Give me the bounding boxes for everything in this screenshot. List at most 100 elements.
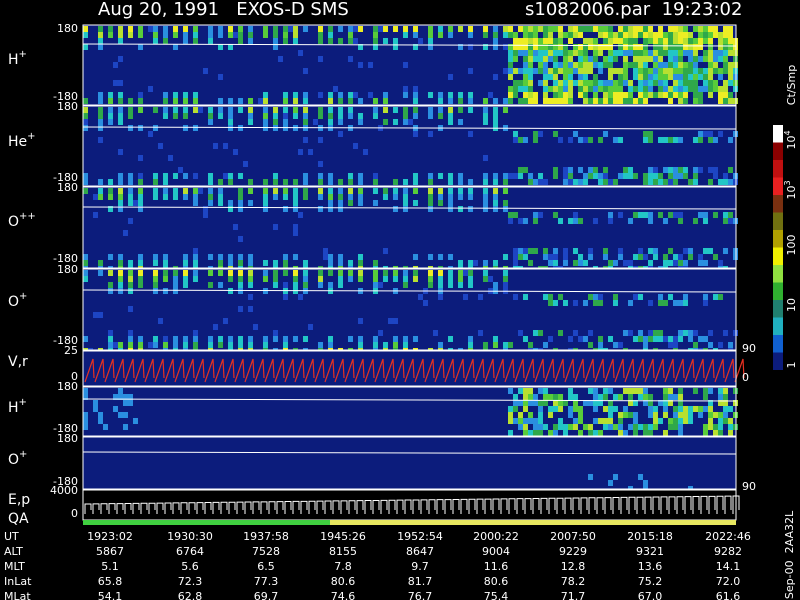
spectrogram-cell <box>508 44 513 50</box>
spectrogram-cell <box>553 406 558 412</box>
spectrogram-cell <box>483 26 488 32</box>
spectrogram-cell <box>653 330 658 336</box>
spectrogram-cell <box>543 68 548 74</box>
spectrogram-cell <box>683 173 688 179</box>
velocity-trace <box>464 358 475 383</box>
spectrogram-cell <box>503 270 508 276</box>
spectrogram-cell <box>568 394 573 400</box>
spectrogram-cell <box>618 98 623 104</box>
spectrogram-cell <box>218 26 223 32</box>
spectrogram-cell <box>638 62 643 68</box>
spectrogram-cell <box>598 137 603 143</box>
spectrogram-cell <box>723 388 728 394</box>
spectrogram-cell <box>638 26 643 32</box>
spectrogram-cell <box>618 212 623 218</box>
spectrogram-cell <box>483 276 488 282</box>
spectrogram-cell <box>448 107 453 113</box>
spectrogram-cell <box>653 62 658 68</box>
spectrogram-cell <box>138 98 143 104</box>
spectrogram-cell <box>93 406 98 412</box>
spectrogram-cell <box>543 98 548 104</box>
spectrogram-cell <box>563 56 568 62</box>
spectrogram-cell <box>603 26 608 32</box>
spectrogram-cell <box>673 50 678 56</box>
spectrogram-cell <box>163 38 168 44</box>
spectrogram-cell <box>593 50 598 56</box>
spectrogram-cell <box>583 56 588 62</box>
spectrogram-cell <box>618 137 623 143</box>
spectrogram-cell <box>273 188 278 194</box>
spectrogram-cell <box>553 131 558 137</box>
spectrogram-cell <box>228 113 233 119</box>
spectrogram-cell <box>698 412 703 418</box>
spectrogram-cell <box>563 167 568 173</box>
spectrogram-cell <box>413 254 418 260</box>
spectrogram-cell <box>673 80 678 86</box>
table-cell: 67.0 <box>638 590 663 600</box>
spectrogram-cell <box>538 131 543 137</box>
spectrogram-cell <box>293 92 298 98</box>
spectrogram-cell <box>228 179 233 185</box>
spectrogram-cell <box>493 188 498 194</box>
spectrogram-cell <box>208 270 213 276</box>
spectrogram-cell <box>383 194 388 200</box>
panel-background <box>83 106 736 186</box>
spectrogram-cell <box>413 173 418 179</box>
spectrogram-cell <box>523 400 528 406</box>
spectrogram-cell <box>288 26 293 32</box>
spectrogram-cell <box>628 80 633 86</box>
spectrogram-cell <box>263 92 268 98</box>
energy-step <box>388 499 396 514</box>
reference-line <box>82 398 737 402</box>
spectrogram-cell <box>118 276 123 282</box>
spectrogram-cell <box>663 38 668 44</box>
spectrogram-cell <box>618 32 623 38</box>
spectrogram-cell <box>108 336 113 342</box>
spectrogram-cell <box>568 336 573 342</box>
spectrogram-cell <box>483 44 488 50</box>
spectrogram-cell <box>283 32 288 38</box>
spectrogram-cell <box>718 32 723 38</box>
spectrogram-cell <box>633 294 638 300</box>
spectrogram-cell <box>493 342 498 348</box>
spectrogram-cell <box>518 173 523 179</box>
spectrogram-cell <box>98 113 103 119</box>
spectrogram-cell <box>208 194 213 200</box>
spectrogram-cell <box>678 418 683 424</box>
spectrogram-cell <box>683 86 688 92</box>
spectrogram-cell <box>193 254 198 260</box>
spectrogram-cell <box>548 294 553 300</box>
spectrogram-cell <box>653 418 658 424</box>
spectrogram-cell <box>558 62 563 68</box>
spectrogram-cell <box>328 32 333 38</box>
spectrogram-cell <box>153 336 158 342</box>
spectrogram-cell <box>338 194 343 200</box>
spectrogram-cell <box>148 131 153 137</box>
spectrogram-cell <box>393 342 398 348</box>
spectrogram-cell <box>353 143 358 149</box>
spectrogram-cell <box>578 44 583 50</box>
spectrogram-cell <box>688 406 693 412</box>
spectrogram-cell <box>318 194 323 200</box>
spectrogram-cell <box>663 62 668 68</box>
spectrogram-cell <box>678 92 683 98</box>
spectrogram-cell <box>248 32 253 38</box>
spectrogram-cell <box>428 200 433 206</box>
velocity-trace <box>704 358 715 383</box>
spectrogram-cell <box>338 131 343 137</box>
spectrogram-cell <box>633 50 638 56</box>
spectrogram-cell <box>563 62 568 68</box>
spectrogram-cell <box>653 412 658 418</box>
colorbar-tick-label: 10 <box>785 298 798 312</box>
spectrogram-cell <box>548 336 553 342</box>
spectrogram-cell <box>108 119 113 125</box>
spectrogram-cell <box>723 248 728 254</box>
table-cell: 13.6 <box>638 560 663 573</box>
spectrogram-cell <box>638 388 643 394</box>
spectrogram-cell <box>488 92 493 98</box>
spectrogram-cell <box>458 179 463 185</box>
spectrogram-cell <box>403 188 408 194</box>
spectrogram-cell <box>653 74 658 80</box>
spectrogram-cell <box>683 412 688 418</box>
spectrogram-cell <box>558 44 563 50</box>
